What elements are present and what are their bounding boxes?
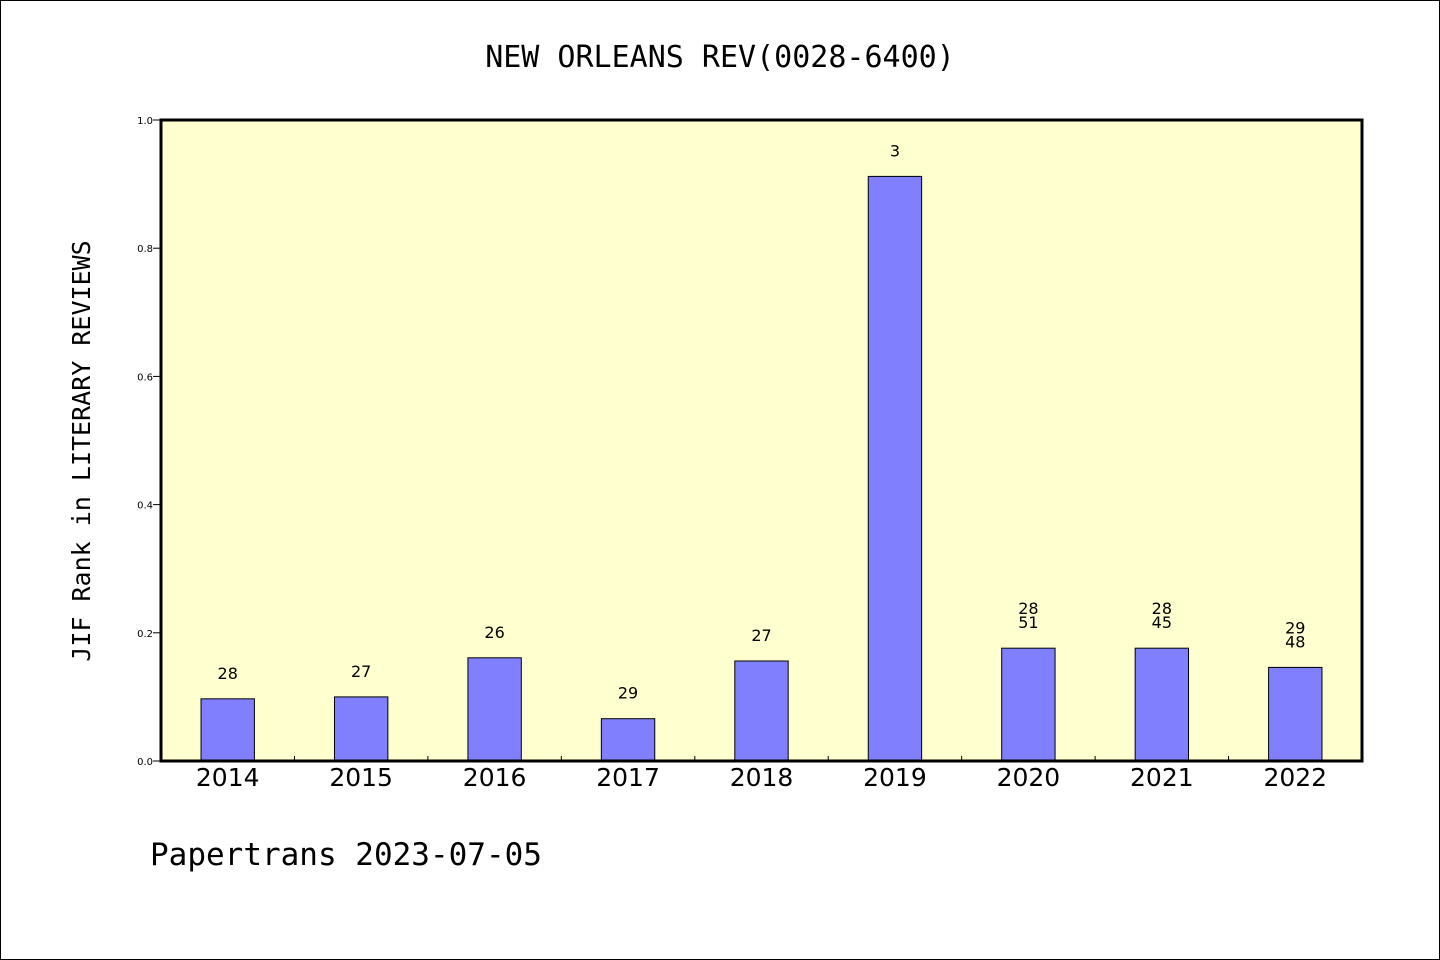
x-tick-label-2021: 2021: [1130, 763, 1194, 792]
data-label-2020: 28: [1018, 599, 1038, 618]
data-label-2019: 3: [890, 141, 900, 160]
data-label-2016: 26: [484, 623, 504, 642]
y-tick-label: 1.0: [137, 116, 153, 127]
x-tick-label-2016: 2016: [463, 763, 527, 792]
y-tick-label: 0.8: [137, 244, 153, 255]
bar-2015: [333, 696, 389, 762]
bar-2019: [867, 175, 923, 762]
y-tick-label: 0.6: [137, 372, 153, 383]
bar-2016: [467, 657, 522, 762]
y-tick-label: 0.2: [137, 629, 153, 640]
x-tick-label-2019: 2019: [863, 763, 927, 792]
data-label-2022: 48: [1285, 632, 1305, 651]
x-tick-label-2018: 2018: [730, 763, 794, 792]
x-tick-label-2014: 2014: [196, 763, 260, 792]
x-tick-label-2015: 2015: [329, 763, 393, 792]
data-label-2014: 28: [218, 664, 238, 683]
bar-2021: [1134, 647, 1190, 762]
x-tick-label-2017: 2017: [596, 763, 660, 792]
chart-title: NEW ORLEANS REV(0028-6400): [485, 40, 955, 75]
x-tick-label-2022: 2022: [1263, 763, 1327, 792]
data-label-2022: 29: [1285, 618, 1305, 637]
x-tick-label-2020: 2020: [997, 763, 1061, 792]
y-tick-label: 0.4: [137, 501, 153, 512]
bars-layer: [200, 175, 1323, 762]
plot-frame: [159, 118, 1364, 763]
bar-2018: [734, 660, 789, 762]
y-axis-label: JIF Rank in LITERARY REVIEWS: [67, 240, 96, 661]
bar-2017: [600, 718, 656, 762]
data-label-2021: 45: [1152, 613, 1172, 632]
bar-2020: [1001, 647, 1056, 762]
data-label-2017: 29: [618, 684, 638, 703]
labels-layer: 0.0 0.2 0.4 0.6 0.8 1.0 2014 28 2015 27 2016 26 2017…: [137, 116, 1327, 792]
data-label-2021: 28: [1152, 599, 1172, 618]
footer-date-text: Papertrans 2023-07-05: [150, 837, 542, 873]
bar-2022: [1268, 666, 1323, 762]
bar-2014: [200, 698, 255, 762]
data-label-2015: 27: [351, 662, 371, 681]
data-label-2018: 27: [751, 626, 771, 645]
data-label-2020: 51: [1018, 613, 1038, 632]
y-tick-label: 0.0: [137, 757, 153, 768]
